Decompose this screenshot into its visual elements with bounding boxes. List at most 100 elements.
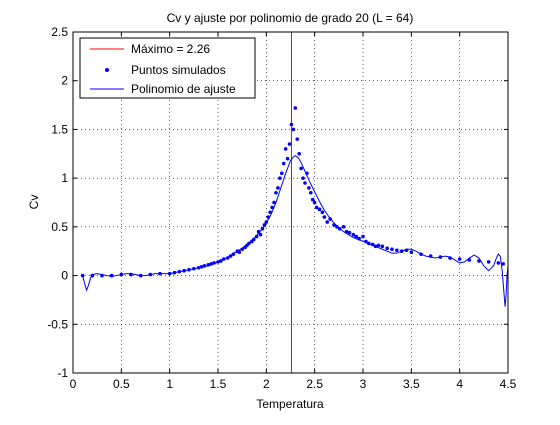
data-point (322, 215, 327, 219)
data-point (177, 269, 182, 274)
data-point (312, 200, 317, 205)
y-tick-label: 2 (61, 74, 68, 88)
data-point (196, 265, 201, 270)
legend-box (79, 37, 256, 99)
x-tick-label: 1.5 (210, 377, 227, 391)
x-tick-label: 3 (360, 377, 367, 391)
x-tick-label: 0 (70, 377, 77, 391)
data-point (310, 197, 315, 202)
data-point (182, 268, 186, 273)
x-tick-label: 3.5 (403, 377, 420, 391)
legend: Máximo = 2.26 Puntos simulados Polinomio… (79, 37, 256, 99)
data-point (457, 257, 462, 261)
data-point (276, 186, 280, 190)
data-point (258, 232, 263, 237)
fit-curve (82, 155, 509, 307)
data-point (477, 259, 481, 263)
data-point (332, 223, 336, 227)
legend-label-maximum: Máximo = 2.26 (131, 42, 210, 56)
data-point (222, 257, 226, 261)
data-point (404, 248, 409, 253)
data-point (119, 272, 124, 277)
x-tick-label: 2 (263, 377, 270, 391)
data-point (289, 122, 294, 127)
data-point (264, 220, 269, 224)
data-point (486, 260, 491, 264)
x-tick-label: 4 (456, 377, 463, 391)
data-point (317, 207, 322, 212)
y-tick-label: 0 (61, 269, 68, 283)
data-point (409, 250, 414, 254)
y-axis-label: Cv (27, 195, 41, 210)
data-point (240, 247, 244, 252)
data-point (283, 147, 288, 151)
y-tick-label: 2.5 (51, 25, 68, 39)
data-point (335, 225, 339, 229)
data-point (467, 258, 472, 262)
y-tick-label: 0.5 (51, 220, 68, 234)
data-point (354, 234, 359, 239)
data-point (428, 254, 433, 258)
data-point (278, 176, 282, 180)
data-point (309, 190, 313, 195)
data-point (448, 256, 452, 260)
data-point (297, 151, 302, 156)
data-point (260, 227, 265, 231)
data-point (256, 229, 261, 234)
data-point (100, 273, 104, 278)
y-tick-label: 1.5 (51, 122, 68, 136)
data-point (496, 261, 501, 265)
data-point (341, 225, 346, 229)
data-point (225, 256, 230, 260)
data-point (266, 215, 271, 219)
plot-frame (72, 31, 509, 374)
x-tick-label: 2.5 (306, 377, 323, 391)
data-point (202, 264, 207, 268)
legend-label-fit: Polinomio de ajuste (131, 82, 236, 96)
x-tick-label: 1 (166, 377, 173, 391)
data-point (380, 244, 385, 249)
data-point (373, 244, 378, 249)
data-point (219, 259, 223, 263)
data-point (390, 247, 394, 252)
data-point (212, 261, 216, 265)
data-point (351, 232, 356, 237)
data-point (328, 217, 332, 221)
data-point (129, 272, 133, 277)
data-point (303, 181, 307, 185)
data-point (399, 249, 404, 254)
y-tick-label: 1 (61, 171, 68, 185)
y-tick-label: -1 (57, 366, 68, 380)
data-point (347, 230, 352, 235)
data-point (287, 142, 292, 146)
legend-label-points: Puntos simulados (131, 63, 226, 77)
data-point (305, 171, 309, 176)
data-point (314, 205, 319, 210)
data-point (438, 255, 443, 259)
data-point (272, 200, 276, 205)
data-point (209, 262, 214, 266)
data-point (199, 265, 204, 269)
data-point (338, 227, 342, 231)
data-point (231, 252, 236, 256)
data-point (80, 273, 85, 278)
data-point (192, 266, 196, 271)
data-point (357, 236, 361, 241)
data-point (281, 161, 286, 166)
data-point (254, 234, 259, 239)
data-point (307, 186, 311, 190)
data-point (251, 237, 256, 242)
x-axis-label: Temperatura (256, 397, 324, 411)
x-tick-label: 4.5 (500, 377, 517, 391)
data-point (325, 220, 330, 224)
data-point (109, 273, 114, 278)
data-point (344, 229, 349, 234)
data-point (376, 243, 381, 248)
data-point (158, 271, 162, 276)
data-point (270, 205, 274, 210)
data-point (167, 271, 172, 276)
ticks: 0 0.5 1 1.5 2 2.5 3 3.5 4 4.5 -1 -0.5 0 0.5 1 1.5 2 2.5 (47, 25, 516, 391)
data-point (90, 273, 95, 278)
